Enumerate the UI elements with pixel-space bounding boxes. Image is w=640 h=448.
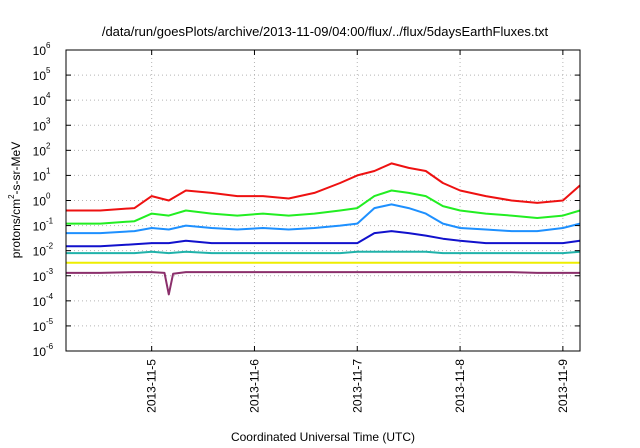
x-tick-label: 2013-11-9 [556, 359, 570, 413]
y-tick-label: 102 [33, 141, 51, 158]
y-axis-label-pre: protons/cm [9, 199, 23, 258]
y-tick-label: 10-3 [33, 267, 54, 284]
series-line-1 [66, 162, 581, 212]
x-axis-label: Coordinated Universal Time (UTC) [231, 430, 415, 444]
y-tick-label: 101 [33, 166, 51, 183]
y-axis-label: protons/cm2-s-sr-MeV [7, 142, 23, 258]
x-tick-label: 2013-11-8 [453, 359, 467, 413]
y-tick-label: 10-6 [33, 342, 54, 359]
y-tick-label: 10-1 [33, 217, 54, 234]
series-line-3 [66, 203, 581, 235]
chart-title: /data/run/goesPlots/archive/2013-11-09/0… [102, 24, 549, 39]
series-line-4 [66, 230, 581, 248]
y-tick-label: 104 [33, 91, 51, 108]
series-line-7 [66, 271, 580, 296]
y-tick-label: 10-4 [33, 292, 54, 309]
grid-lines [66, 50, 580, 351]
y-axis-label-sup: 2 [7, 194, 16, 199]
y-tick-label: 106 [33, 41, 51, 58]
y-tick-label: 105 [33, 66, 51, 83]
series-line-5 [66, 250, 581, 255]
series-lines [66, 162, 581, 296]
x-tick-label: 2013-11-5 [145, 359, 159, 413]
y-tick-label: 100 [33, 192, 51, 209]
x-tick-label: 2013-11-7 [350, 359, 364, 413]
y-tick-label: 10-2 [33, 242, 54, 259]
x-tick-label: 2013-11-6 [247, 359, 261, 413]
y-tick-label: 103 [33, 116, 51, 133]
y-axis: 10-6 10-5 10-4 10-3 10-2 10-1 100 101 102 103 104 1… [33, 41, 580, 359]
y-tick-label: 10-5 [33, 317, 54, 334]
x-axis: 2013-11-5 2013-11-6 2013-11-7 2013-11-8 2013… [145, 50, 570, 413]
series-line-2 [66, 189, 581, 225]
y-axis-label-post: -s-sr-MeV [9, 142, 23, 195]
